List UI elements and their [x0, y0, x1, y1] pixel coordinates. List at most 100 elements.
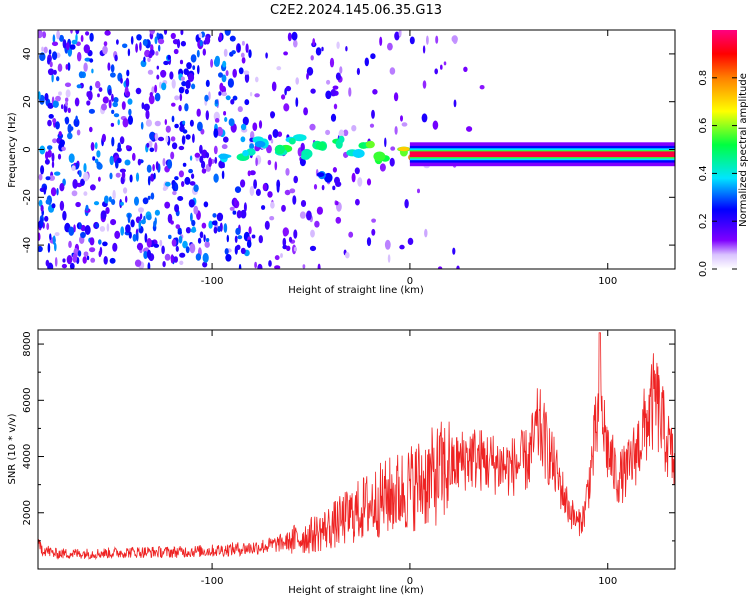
- heatmap-noise-cell: [88, 108, 95, 114]
- heatmap-noise-cell: [75, 115, 78, 122]
- heatmap-cluster-cell: [254, 140, 266, 148]
- heatmap-noise-cell: [111, 109, 115, 114]
- heatmap-noise-cell: [89, 32, 94, 42]
- heatmap-noise-cell: [167, 159, 173, 170]
- heatmap-noise-cell: [268, 134, 272, 141]
- heatmap-noise-cell: [165, 135, 169, 143]
- heatmap-noise-cell: [339, 66, 343, 74]
- heatmap-noise-cell: [149, 92, 153, 97]
- heatmap-noise-cell: [86, 100, 91, 106]
- spectrogram-panel: -100 0 100 -40 -20 0 20 40 Height of straight l…: [7, 29, 676, 296]
- colorbar-tick-label: 0.4: [698, 165, 709, 181]
- heatmap-noise-cell: [67, 123, 72, 134]
- heatmap-noise-cell: [466, 126, 473, 132]
- heatmap-noise-cell: [122, 43, 128, 49]
- heatmap-noise-cell: [254, 261, 257, 269]
- heatmap-noise-cell: [306, 210, 312, 221]
- heatmap-noise-cell: [67, 107, 71, 114]
- heatmap-noise-cell: [85, 204, 89, 212]
- heatmap-noise-cell: [204, 94, 209, 102]
- heatmap-noise-cell: [177, 230, 182, 235]
- heatmap-cluster-cell: [398, 146, 410, 152]
- heatmap-noise-cell: [306, 66, 314, 76]
- heatmap-noise-cell: [158, 44, 161, 52]
- heatmap-noise-cell: [232, 210, 237, 215]
- heatmap-noise-cell: [146, 142, 150, 148]
- heatmap-noise-cell: [164, 201, 171, 209]
- spectrogram-ytick-label: 0: [22, 146, 33, 152]
- heatmap-noise-cell: [47, 242, 51, 253]
- heatmap-noise-cell: [147, 57, 151, 63]
- heatmap-noise-cell: [82, 256, 87, 264]
- heatmap-noise-cell: [45, 151, 49, 160]
- heatmap-noise-cell: [241, 57, 246, 64]
- heatmap-noise-cell: [102, 241, 108, 247]
- heatmap-noise-cell: [154, 209, 160, 216]
- heatmap-noise-cell: [211, 220, 218, 226]
- heatmap-noise-cell: [302, 264, 306, 269]
- heatmap-noise-cell: [205, 110, 209, 121]
- heatmap-noise-cell: [345, 252, 350, 259]
- heatmap-noise-cell: [274, 255, 280, 261]
- heatmap-noise-cell: [277, 131, 283, 137]
- heatmap-noise-cell: [127, 98, 133, 105]
- heatmap-noise-cell: [115, 160, 119, 169]
- heatmap-noise-cell: [185, 134, 191, 140]
- heatmap-noise-cell: [45, 259, 50, 267]
- heatmap-noise-cell: [119, 136, 125, 145]
- heatmap-noise-cell: [237, 106, 243, 113]
- heatmap-noise-cell: [170, 136, 176, 142]
- heatmap-noise-cell: [452, 247, 456, 255]
- heatmap-noise-cell: [96, 150, 101, 158]
- heatmap-noise-cell: [125, 224, 131, 234]
- heatmap-noise-cell: [151, 86, 155, 94]
- heatmap-noise-cell: [146, 238, 152, 248]
- heatmap-noise-cell: [237, 43, 241, 53]
- heatmap-noise-cell: [240, 209, 247, 219]
- heatmap-noise-cell: [313, 184, 318, 190]
- heatmap-noise-cell: [393, 92, 399, 102]
- spectrogram-ytick-label: 20: [22, 95, 33, 108]
- heatmap-noise-cell: [83, 191, 88, 196]
- heatmap-noise-cell: [182, 162, 187, 167]
- heatmap-noise-cell: [73, 118, 80, 127]
- heatmap-noise-cell: [146, 249, 152, 259]
- heatmap-noise-cell: [62, 210, 67, 221]
- heatmap-noise-cell: [364, 57, 369, 67]
- heatmap-noise-cell: [453, 99, 457, 108]
- snr-xtick-label: 100: [598, 576, 617, 587]
- heatmap-noise-cell: [83, 44, 91, 54]
- heatmap-noise-cell: [142, 39, 148, 46]
- heatmap-noise-cell: [179, 252, 186, 258]
- heatmap-noise-cell: [59, 34, 64, 42]
- heatmap-noise-cell: [46, 222, 50, 230]
- heatmap-noise-cell: [134, 259, 142, 267]
- heatmap-noise-cell: [135, 87, 142, 95]
- heatmap-noise-cell: [130, 35, 134, 45]
- spectrogram-ytick-label: 40: [22, 48, 33, 61]
- heatmap-noise-cell: [59, 183, 65, 192]
- heatmap-noise-cell: [113, 97, 119, 103]
- heatmap-noise-cell: [154, 84, 158, 94]
- heatmap-noise-cell: [219, 32, 222, 41]
- heatmap-noise-cell: [128, 108, 132, 116]
- heatmap-noise-cell: [138, 220, 142, 229]
- heatmap-noise-cell: [184, 88, 189, 95]
- heatmap-noise-cell: [229, 35, 236, 42]
- heatmap-noise-cell: [181, 81, 187, 87]
- heatmap-noise-cell: [224, 30, 231, 36]
- heatmap-noise-cell: [90, 184, 96, 191]
- heatmap-noise-cell: [120, 201, 124, 206]
- heatmap-noise-cell: [343, 129, 349, 137]
- heatmap-noise-cell: [182, 129, 188, 134]
- heatmap-cluster-cell: [365, 140, 375, 149]
- heatmap-noise-cell: [400, 115, 403, 122]
- heatmap-noise-cell: [281, 94, 286, 100]
- heatmap-noise-cell: [234, 198, 237, 206]
- heatmap-noise-cell: [89, 85, 93, 91]
- heatmap-noise-cell: [253, 179, 257, 190]
- heatmap-noise-cell: [292, 195, 297, 205]
- heatmap-noise-cell: [51, 152, 55, 162]
- heatmap-noise-cell: [312, 38, 316, 46]
- heatmap-noise-cell: [295, 97, 299, 108]
